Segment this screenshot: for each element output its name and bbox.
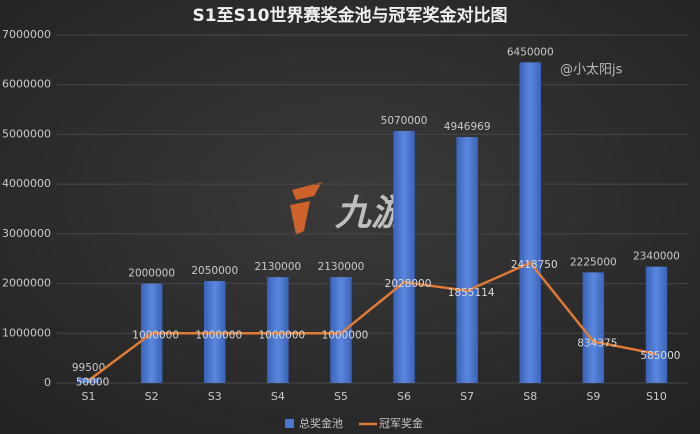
data-label: 4946969	[444, 121, 491, 133]
bar	[330, 277, 352, 383]
x-tick-label: S10	[646, 390, 667, 403]
x-tick-label: S7	[460, 390, 474, 403]
y-tick-label: 5000000	[2, 127, 51, 140]
data-label: 50000	[76, 377, 109, 389]
line	[87, 261, 657, 382]
x-tick-label: S3	[208, 390, 222, 403]
y-tick-label: 7000000	[2, 28, 51, 41]
data-label: 1000000	[322, 329, 369, 341]
data-label: 1000000	[258, 329, 305, 341]
data-label: 2028000	[385, 278, 432, 290]
data-label: 5070000	[381, 115, 428, 127]
data-label: 2130000	[318, 261, 365, 273]
x-tick-label: S2	[145, 390, 159, 403]
data-label: 2225000	[570, 256, 617, 268]
data-label: 6450000	[507, 46, 554, 58]
data-label: 1000000	[195, 329, 242, 341]
bar	[393, 130, 415, 383]
data-label: 585000	[640, 350, 680, 362]
legend-label: 总奖金池	[299, 416, 343, 430]
data-label: 1000000	[132, 329, 179, 341]
data-label: 99500	[72, 362, 105, 374]
bar	[582, 272, 605, 383]
data-label: 2418750	[511, 259, 558, 271]
bar	[267, 277, 289, 383]
data-label: 834375	[577, 338, 617, 350]
legend-label: 冠军奖金	[379, 416, 423, 430]
x-tick-label: S5	[334, 390, 348, 403]
bar	[77, 378, 100, 383]
x-tick-label: S8	[523, 390, 537, 403]
chart-title: S1至S10世界赛奖金池与冠军奖金对比图	[193, 5, 508, 26]
data-label: 2000000	[128, 268, 175, 280]
y-tick-label: 4000000	[2, 177, 51, 190]
x-tick-label: S1	[82, 390, 96, 403]
legend-swatch	[285, 419, 294, 428]
y-tick-label: 6000000	[2, 78, 51, 91]
data-label: 2130000	[254, 261, 301, 273]
y-tick-label: 3000000	[2, 227, 51, 240]
bar	[519, 62, 541, 383]
bar	[456, 137, 478, 383]
x-tick-label: S6	[397, 390, 411, 403]
bar	[645, 266, 668, 383]
y-tick-label: 0	[44, 376, 51, 389]
x-tick-label: S9	[586, 390, 600, 403]
x-tick-label: S4	[271, 390, 285, 403]
data-label: 2340000	[633, 251, 680, 263]
data-label: 2050000	[191, 265, 238, 277]
y-tick-label: 1000000	[2, 326, 51, 339]
logo-mark	[290, 182, 322, 235]
data-label: 1855114	[448, 287, 495, 299]
watermark: @小太阳js	[560, 63, 623, 78]
y-tick-label: 2000000	[2, 277, 51, 290]
